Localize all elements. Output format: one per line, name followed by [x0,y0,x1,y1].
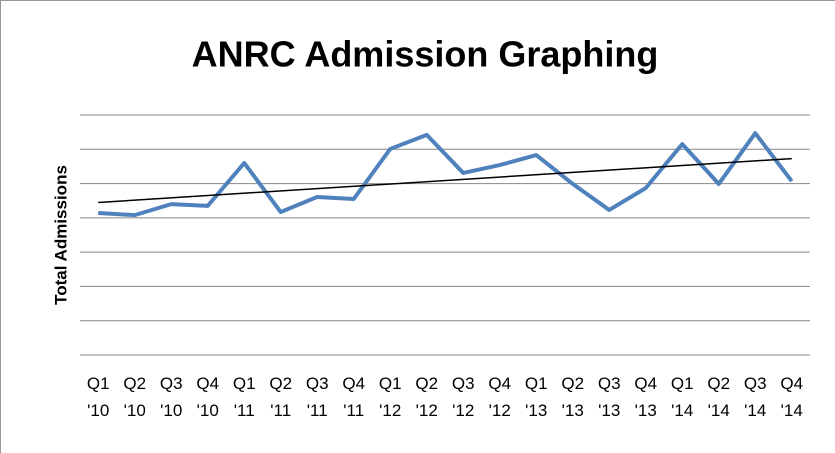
x-tick-label: Q4'12 [488,374,511,420]
x-tick-label: Q4'11 [342,374,365,420]
x-tick-label: Q3'10 [160,374,183,420]
x-tick-label: Q3'13 [598,374,621,420]
y-axis-label: Total Admissions [51,165,70,305]
x-tick-label: Q1'13 [525,374,548,420]
chart-title: ANRC Admission Graphing [192,34,659,75]
x-tick-label: Q1'12 [379,374,402,420]
x-tick-label: Q1'11 [233,374,256,420]
x-tick-label: Q4'13 [634,374,657,420]
x-tick-label: Q3'12 [452,374,475,420]
x-tick-label: Q1'10 [87,374,110,420]
x-tick-label: Q2'11 [269,374,292,420]
x-tick-label: Q2'12 [415,374,438,420]
x-tick-label: Q2'10 [123,374,146,420]
x-tick-label: Q2'14 [707,374,730,420]
x-tick-label: Q3'11 [306,374,329,420]
x-tick-label: Q2'13 [561,374,584,420]
x-tick-label: Q4'10 [196,374,219,420]
x-tick-label: Q4'14 [780,374,803,420]
trendline [98,157,792,204]
line-series [98,131,794,218]
x-tick-label: Q1'14 [671,374,694,420]
x-tick-label: Q3'14 [744,374,767,420]
